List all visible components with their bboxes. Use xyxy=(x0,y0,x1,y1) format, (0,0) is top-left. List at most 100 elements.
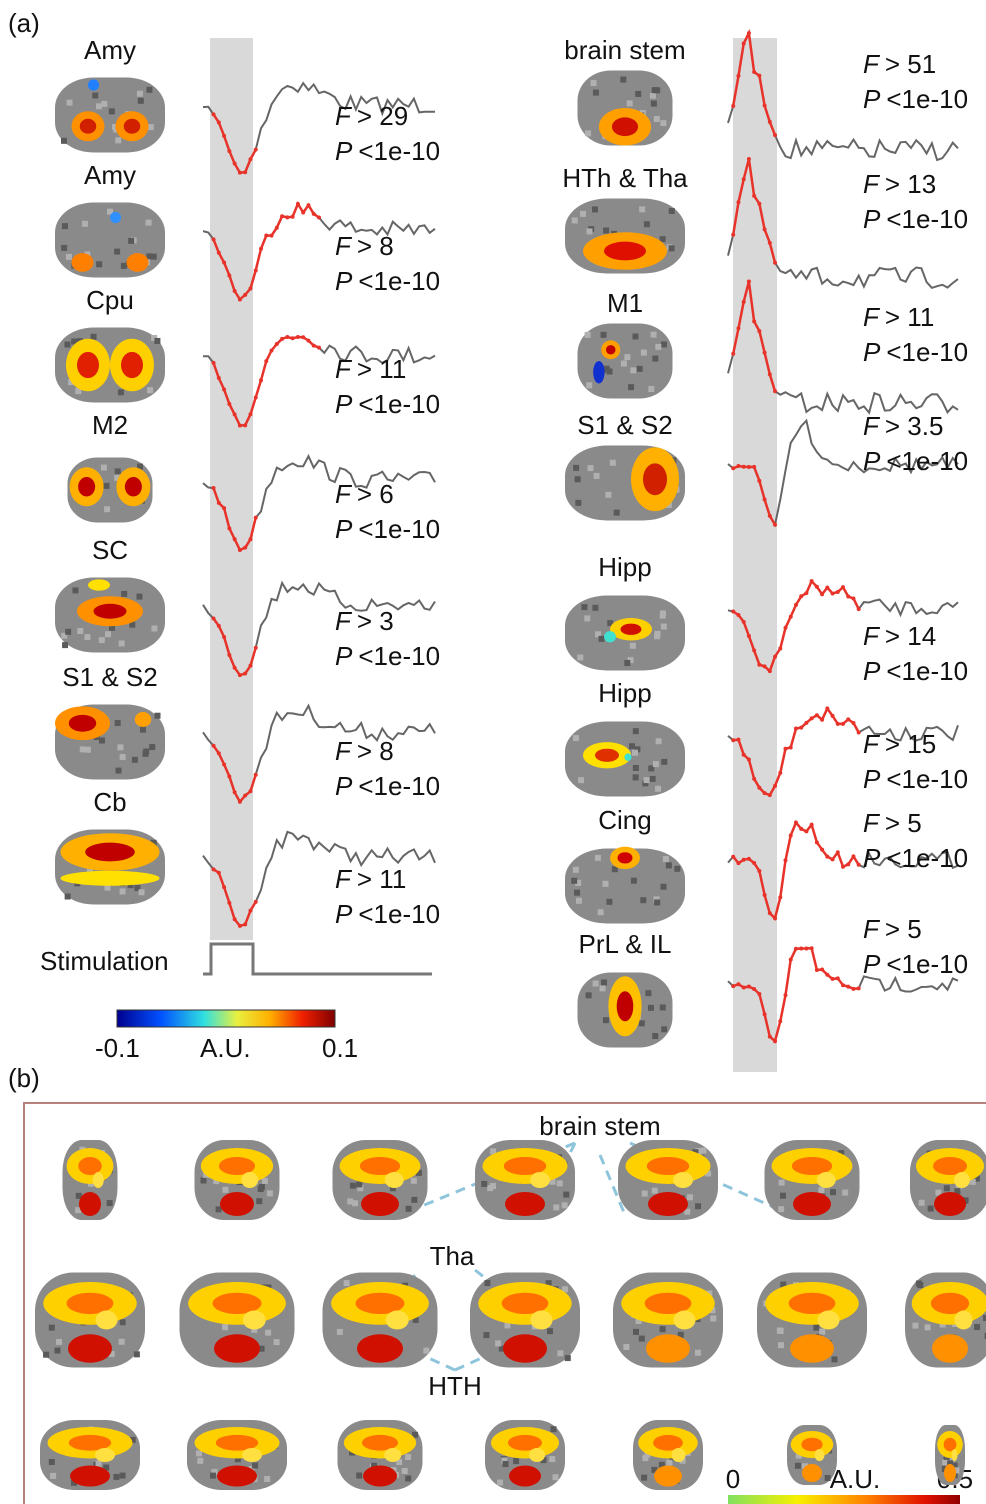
slice-texture xyxy=(563,1191,570,1198)
slice-texture xyxy=(120,262,127,269)
sample-dot xyxy=(809,946,814,951)
slice-texture xyxy=(778,1179,785,1186)
slice-texture xyxy=(62,642,69,649)
slice-texture xyxy=(209,1472,216,1479)
sample-dot xyxy=(846,594,851,599)
stat-symbol: F xyxy=(863,914,881,944)
annotation: brain stem xyxy=(539,1111,660,1141)
sample-dot xyxy=(846,717,851,722)
sample-dot xyxy=(752,464,757,469)
slice-texture xyxy=(498,1345,505,1352)
sample-dot xyxy=(285,335,290,340)
slice-texture xyxy=(119,1319,126,1326)
activation-core xyxy=(215,1434,259,1451)
brain-slice xyxy=(35,1272,145,1368)
slice-texture xyxy=(575,879,582,886)
activation-core xyxy=(646,1157,690,1175)
sample-dot xyxy=(856,730,861,735)
sample-dot xyxy=(216,870,221,875)
slice-texture xyxy=(261,1177,268,1184)
slice-texture xyxy=(942,1459,949,1466)
sample-dot xyxy=(773,783,778,788)
brain-slice xyxy=(905,1272,986,1368)
slice-texture xyxy=(924,1324,931,1331)
slice-texture xyxy=(197,1457,204,1464)
sample-dot xyxy=(227,900,232,905)
slice-texture xyxy=(686,1194,693,1201)
activation-core xyxy=(218,1157,256,1175)
slice-texture xyxy=(61,244,68,251)
slice-texture xyxy=(660,883,667,890)
slice-texture xyxy=(661,758,668,765)
sample-dot xyxy=(788,614,793,619)
slice-texture xyxy=(652,1033,659,1040)
statistic: F > 14 xyxy=(863,621,936,651)
slice-texture xyxy=(655,785,662,792)
activation-core xyxy=(643,463,667,496)
sample-dot xyxy=(216,250,221,255)
sample-dot xyxy=(731,351,736,356)
slice-texture xyxy=(654,633,661,640)
region-label: M1 xyxy=(607,288,643,318)
brain-slice xyxy=(470,1272,580,1368)
slice-texture xyxy=(150,253,157,260)
sample-dot xyxy=(835,590,840,595)
sample-dot xyxy=(757,785,762,790)
sample-dot xyxy=(290,214,295,219)
slice-texture xyxy=(801,1463,808,1470)
brain-slice xyxy=(910,1140,986,1220)
brain-slice xyxy=(565,846,685,924)
sample-dot xyxy=(825,972,830,977)
slice-texture xyxy=(642,780,649,787)
brain-slice xyxy=(332,1140,428,1220)
activation xyxy=(214,1334,260,1363)
brain-slice xyxy=(565,445,685,521)
activation xyxy=(673,1172,693,1188)
activation-core xyxy=(930,1292,970,1315)
slice-texture xyxy=(56,1338,63,1345)
activation xyxy=(361,1192,399,1216)
brain-slice xyxy=(577,70,673,146)
activation-core xyxy=(78,477,96,497)
statistic: P <1e-10 xyxy=(863,949,968,979)
slice-texture xyxy=(70,1479,77,1486)
statistic: P <1e-10 xyxy=(863,84,968,114)
sample-dot xyxy=(736,737,741,742)
slice-texture xyxy=(655,738,662,745)
brain-slice xyxy=(187,1420,287,1490)
sample-dot xyxy=(248,537,253,542)
slice-texture xyxy=(136,593,143,600)
sample-dot xyxy=(856,862,861,867)
slice-texture xyxy=(545,1280,552,1287)
slice-texture xyxy=(68,379,75,386)
slice-texture xyxy=(795,1452,802,1459)
brain-slice xyxy=(67,457,153,523)
sample-dot xyxy=(783,858,788,863)
slice-texture xyxy=(561,1286,568,1293)
slice-texture xyxy=(200,1177,207,1184)
slice-texture xyxy=(415,1169,422,1176)
slice-texture xyxy=(552,1474,559,1481)
colorbar-min: 0 xyxy=(726,1464,740,1494)
slice-texture xyxy=(585,992,592,999)
slice-texture xyxy=(647,1004,654,1011)
slice-texture xyxy=(629,642,636,649)
slice-texture xyxy=(641,1474,648,1481)
slice-texture xyxy=(273,1339,280,1346)
activation-core xyxy=(355,1292,405,1315)
slice-texture xyxy=(127,882,134,889)
statistic: P <1e-10 xyxy=(335,389,440,419)
stat-symbol: P xyxy=(335,641,353,671)
sample-dot xyxy=(216,623,221,628)
slice-texture xyxy=(591,206,598,213)
activation-core xyxy=(212,1292,262,1315)
statistic: P <1e-10 xyxy=(863,764,968,794)
sample-dot xyxy=(752,648,757,653)
slice-texture xyxy=(586,228,593,235)
slice-texture xyxy=(642,1455,649,1462)
activation xyxy=(92,1172,104,1188)
stat-symbol: F xyxy=(335,479,353,509)
slice-texture xyxy=(50,1472,57,1479)
slice-texture xyxy=(645,990,652,997)
sample-dot xyxy=(767,513,772,518)
